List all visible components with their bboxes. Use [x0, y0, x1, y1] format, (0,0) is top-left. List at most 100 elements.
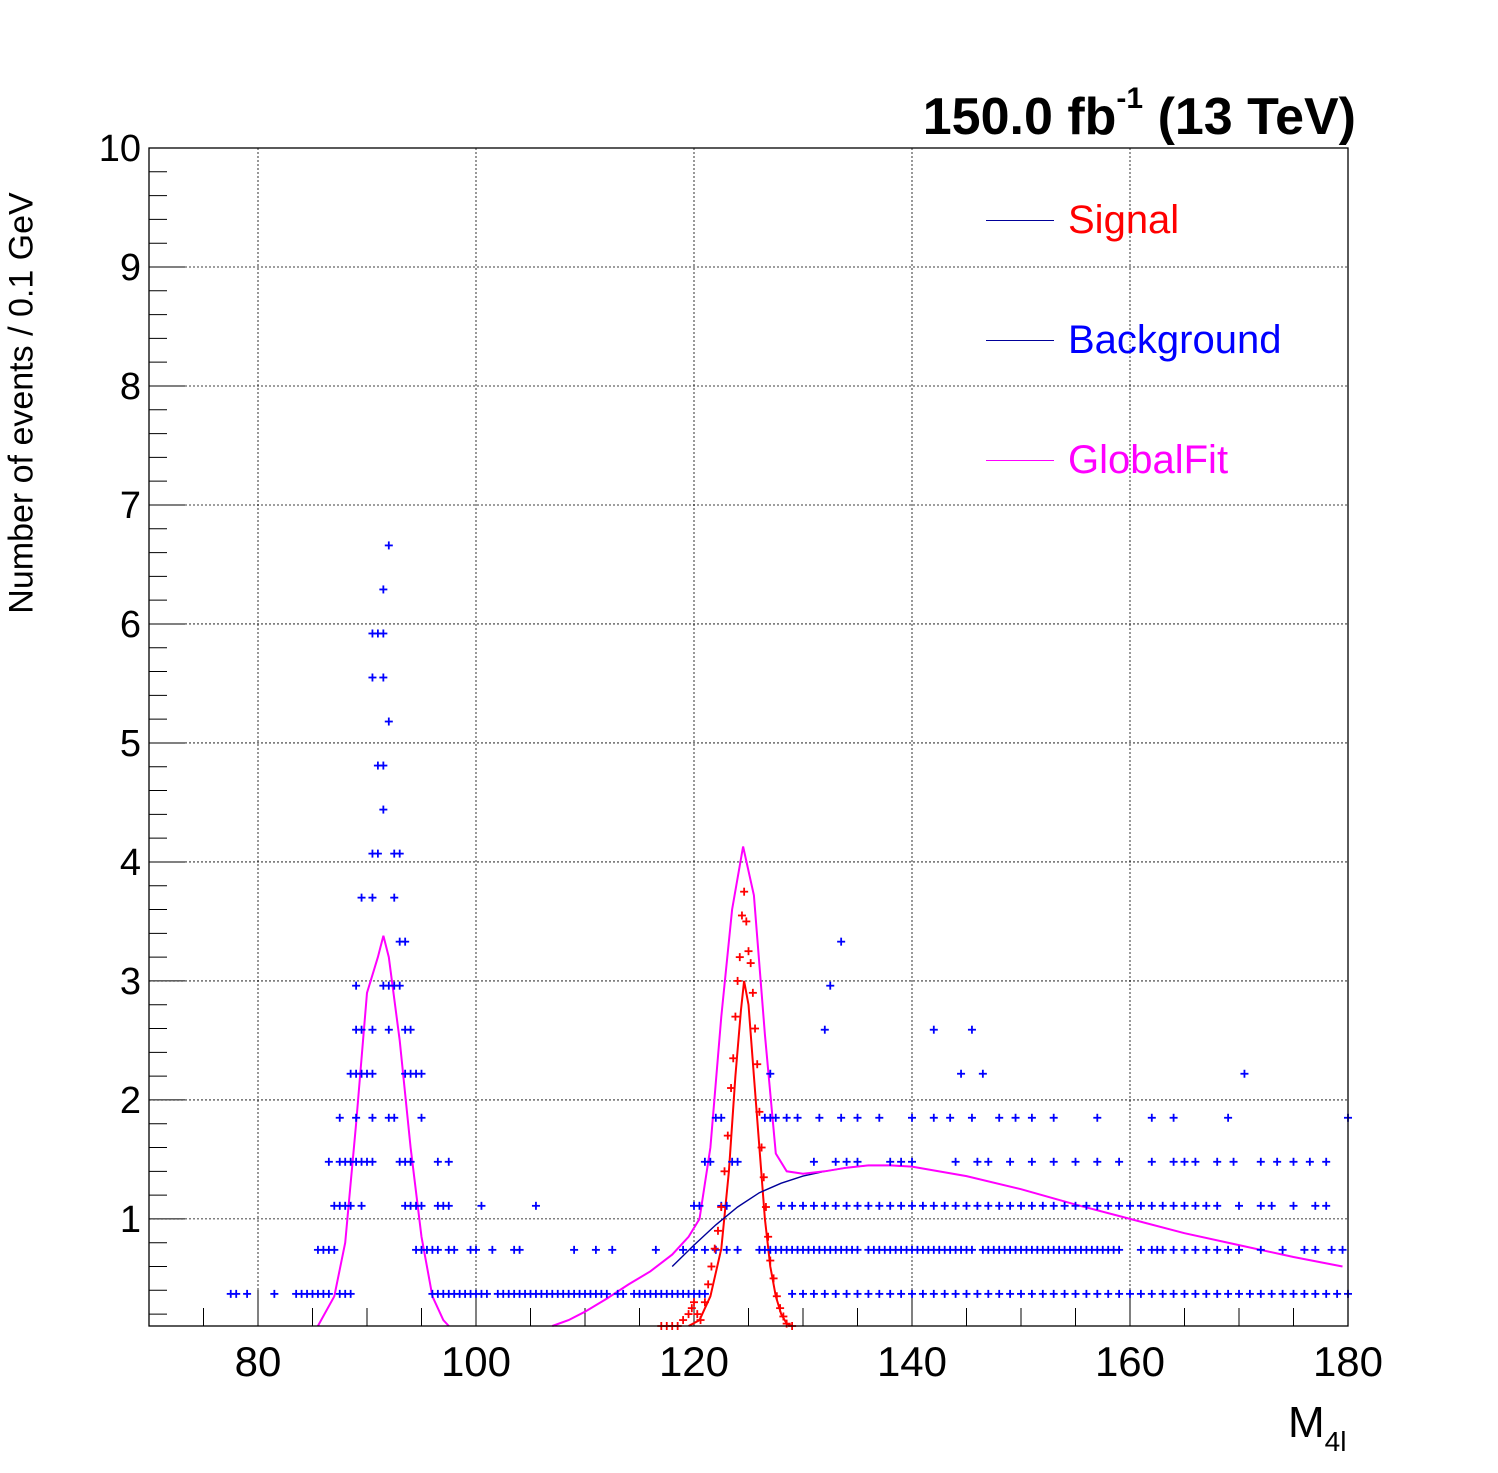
- legend-label-signal: Signal: [1068, 198, 1180, 242]
- x-tick-label: 180: [1313, 1338, 1383, 1385]
- background-point: [897, 1201, 906, 1210]
- background-point: [390, 893, 399, 902]
- background-point: [1191, 1289, 1200, 1298]
- background-point: [973, 1157, 982, 1166]
- background-point: [1213, 1245, 1222, 1254]
- background-point: [1158, 1245, 1167, 1254]
- background-point: [957, 1069, 966, 1078]
- background-point: [995, 1201, 1004, 1210]
- background-point: [1115, 1245, 1124, 1254]
- background-point: [809, 1157, 818, 1166]
- background-point: [842, 1157, 851, 1166]
- background-point: [357, 1201, 366, 1210]
- background-point: [1147, 1113, 1156, 1122]
- background-point: [853, 1289, 862, 1298]
- background-point: [679, 1245, 688, 1254]
- signal-point: [696, 1316, 705, 1325]
- background-point: [1338, 1245, 1347, 1254]
- background-point: [1311, 1245, 1320, 1254]
- background-point: [1169, 1245, 1178, 1254]
- y-tick-label: 3: [120, 961, 141, 1003]
- y-tick-label: 7: [120, 485, 141, 527]
- background-point: [886, 1201, 895, 1210]
- background-point: [1027, 1289, 1036, 1298]
- background-point: [820, 1201, 829, 1210]
- background-point: [368, 1113, 377, 1122]
- background-point: [831, 1201, 840, 1210]
- background-point: [379, 629, 388, 638]
- background-point: [1224, 1113, 1233, 1122]
- signal-point: [707, 1262, 716, 1271]
- background-point: [809, 1289, 818, 1298]
- signal-point: [687, 1304, 696, 1313]
- background-point: [1180, 1157, 1189, 1166]
- background-point: [897, 1289, 906, 1298]
- signal-point: [717, 1203, 726, 1212]
- background-point: [940, 1201, 949, 1210]
- background-point: [651, 1245, 660, 1254]
- background-point: [1115, 1201, 1124, 1210]
- background-point: [1071, 1201, 1080, 1210]
- background-point: [864, 1201, 873, 1210]
- background-point: [390, 1113, 399, 1122]
- background-point: [766, 1069, 775, 1078]
- background-point: [368, 893, 377, 902]
- background-point: [951, 1157, 960, 1166]
- background-point: [984, 1289, 993, 1298]
- background-point: [450, 1245, 459, 1254]
- x-axis-label: M4l: [1288, 1398, 1346, 1458]
- background-point: [1038, 1201, 1047, 1210]
- background-point: [733, 1245, 742, 1254]
- background-point: [384, 717, 393, 726]
- background-point: [946, 1113, 955, 1122]
- background-point: [831, 1289, 840, 1298]
- background-point: [1311, 1201, 1320, 1210]
- background-point: [1191, 1245, 1200, 1254]
- legend-item-signal: Signal: [986, 190, 1346, 310]
- background-point: [1027, 1201, 1036, 1210]
- signal-point: [744, 947, 753, 956]
- background-point: [967, 1245, 976, 1254]
- background-point: [1027, 1157, 1036, 1166]
- background-point: [967, 1025, 976, 1034]
- signal-point: [761, 1203, 770, 1212]
- background-point: [1180, 1201, 1189, 1210]
- background-point: [472, 1245, 480, 1254]
- background-point: [1104, 1289, 1113, 1298]
- background-point: [1169, 1201, 1178, 1210]
- background-point: [1006, 1289, 1015, 1298]
- energy-label: (13 TeV): [1157, 88, 1356, 146]
- signal-point: [776, 1304, 785, 1313]
- background-point: [1289, 1289, 1298, 1298]
- background-point: [1267, 1289, 1276, 1298]
- background-point: [820, 1025, 829, 1034]
- background-point: [788, 1201, 797, 1210]
- background-point: [1256, 1157, 1265, 1166]
- signal-point: [748, 988, 757, 997]
- signal-point: [742, 917, 751, 926]
- background-point: [1191, 1157, 1200, 1166]
- background-point: [1147, 1289, 1156, 1298]
- x-tick-label: 160: [1095, 1338, 1165, 1385]
- background-point: [717, 1113, 726, 1122]
- lumi-unit-exponent: -1: [1116, 82, 1144, 115]
- background-point: [346, 1289, 355, 1298]
- background-point: [243, 1289, 252, 1298]
- background-point: [853, 1113, 862, 1122]
- background-point: [515, 1245, 524, 1254]
- background-point: [875, 1289, 884, 1298]
- background-point: [357, 893, 366, 902]
- background-point: [1240, 1069, 1249, 1078]
- background-point: [1126, 1201, 1134, 1210]
- background-point: [368, 673, 377, 682]
- signal-point: [710, 1244, 719, 1253]
- signal-point: [757, 1143, 766, 1152]
- background-point: [886, 1289, 895, 1298]
- background-point: [837, 937, 846, 946]
- background-point: [929, 1113, 938, 1122]
- background-point: [395, 981, 404, 990]
- background-point: [1006, 1157, 1015, 1166]
- background-point: [1213, 1289, 1222, 1298]
